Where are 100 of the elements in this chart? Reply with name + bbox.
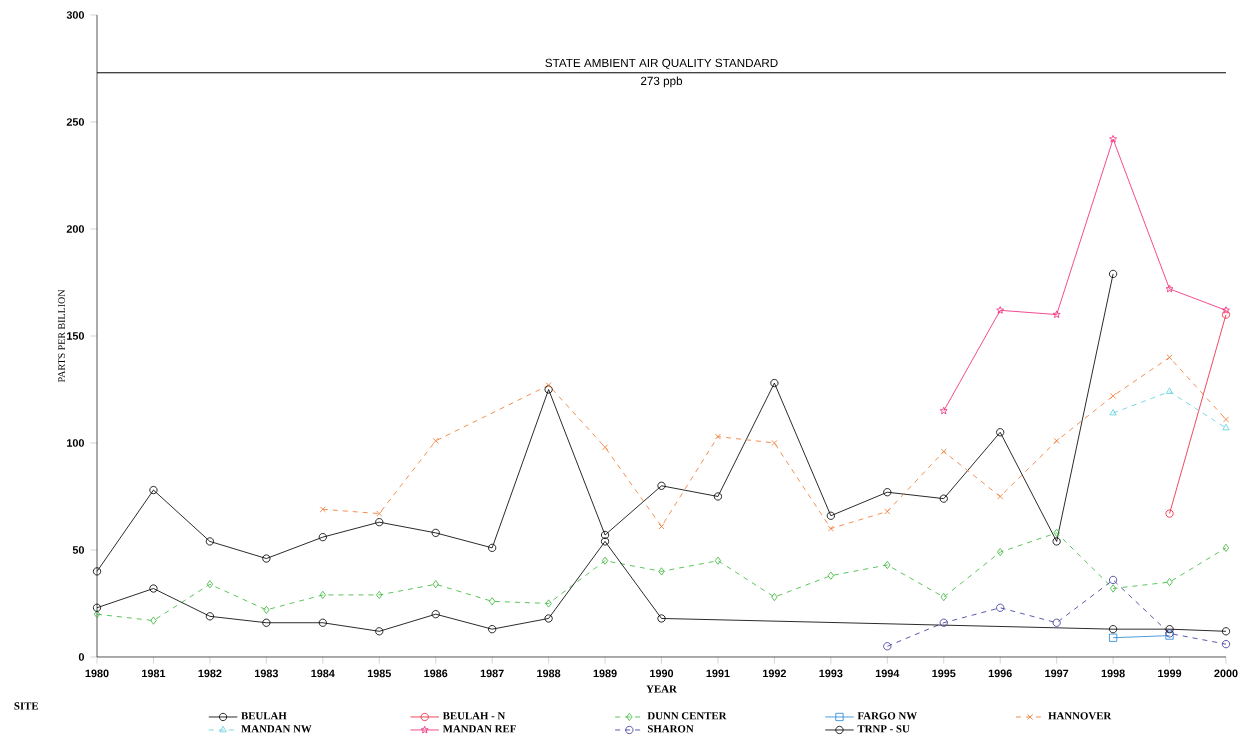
legend-title: SITE (14, 702, 39, 710)
x-tick-label: 1987 (480, 669, 504, 678)
point (318, 533, 327, 542)
point (601, 556, 609, 565)
point (92, 567, 102, 576)
legend-label: SHARON (647, 725, 694, 733)
point (1166, 578, 1173, 587)
point (883, 488, 892, 497)
point (545, 382, 552, 389)
x-tick-label: 1997 (1045, 669, 1069, 678)
x-tick-label: 1985 (367, 669, 391, 678)
point (318, 618, 327, 627)
point (1052, 618, 1061, 627)
point (263, 605, 270, 614)
x-tick-label: 1992 (763, 669, 787, 678)
point (657, 481, 666, 490)
x-tick-label: 1995 (932, 669, 956, 678)
point (771, 439, 778, 446)
y-axis-title: PARTS PER BILLION (58, 289, 65, 383)
point (770, 378, 779, 388)
point (827, 525, 834, 532)
point (93, 610, 101, 619)
x-tick-label: 1991 (706, 669, 730, 678)
point (319, 506, 326, 513)
point (375, 518, 384, 527)
legend-label: MANDAN REF (442, 725, 516, 733)
legend-label: TRNP - SU (857, 725, 910, 733)
point (884, 508, 891, 515)
x-axis-title: YEAR (646, 685, 677, 693)
annotation: 273 ppb (640, 76, 683, 88)
point (1221, 310, 1231, 319)
point (150, 616, 157, 625)
x-tick-label: 1996 (988, 669, 1012, 678)
point (1222, 306, 1230, 314)
y-tick-label: 250 (66, 118, 84, 126)
point (997, 548, 1004, 557)
legend-label: HANNOVER (1048, 712, 1112, 720)
x-tick-label: 1983 (254, 669, 278, 678)
x-tick-label: 1998 (1101, 669, 1125, 678)
point (826, 511, 835, 520)
point (883, 642, 892, 651)
point (714, 556, 722, 565)
point (939, 494, 948, 503)
y-tick-label: 50 (72, 546, 84, 554)
x-tick-label: 1981 (142, 669, 166, 678)
point (488, 597, 496, 606)
legend-label: DUNN CENTER (647, 712, 727, 720)
legend-label: FARGO NW (857, 712, 917, 720)
point (996, 603, 1005, 612)
legend-label: BEULAH (241, 712, 287, 720)
point (1109, 575, 1118, 585)
point (488, 543, 497, 552)
point (1053, 437, 1060, 444)
point (205, 537, 214, 546)
point (1165, 387, 1174, 394)
ref-line-label: STATE AMBIENT AIR QUALITY STANDARD (545, 58, 778, 70)
point (1052, 310, 1061, 318)
point (1109, 408, 1117, 416)
point (1222, 543, 1230, 552)
point (544, 614, 553, 623)
x-tick-label: 1984 (311, 669, 335, 678)
point (545, 599, 552, 608)
point (432, 580, 439, 589)
point (205, 612, 214, 621)
point (149, 485, 158, 495)
point (600, 537, 610, 546)
point (319, 590, 326, 600)
point (602, 444, 609, 451)
x-tick-label: 1999 (1158, 669, 1182, 678)
x-tick-label: 1989 (593, 669, 617, 678)
point (939, 406, 948, 415)
point (432, 437, 439, 444)
point (1109, 269, 1118, 279)
point (1052, 537, 1061, 546)
point (658, 567, 665, 576)
point (940, 448, 947, 455)
legend-label: BEULAH - N (442, 712, 506, 720)
point (771, 592, 778, 602)
point (1221, 640, 1231, 649)
point (1222, 416, 1230, 423)
point (488, 625, 497, 634)
point (431, 528, 440, 537)
point (996, 428, 1005, 437)
x-tick-label: 1988 (537, 669, 561, 678)
x-tick-label: 1982 (198, 669, 222, 678)
x-tick-label: 1990 (650, 669, 674, 678)
point (375, 627, 384, 636)
point (939, 618, 948, 627)
point (376, 590, 383, 600)
point (827, 571, 835, 580)
point (600, 530, 610, 540)
point (714, 433, 721, 440)
point (1110, 392, 1117, 399)
point (1221, 627, 1231, 636)
x-tick-label: 1980 (85, 669, 109, 678)
point (149, 584, 158, 593)
y-tick-label: 150 (67, 332, 84, 340)
y-tick-label: 0 (78, 653, 85, 661)
x-tick-label: 2000 (1214, 669, 1238, 678)
point (1165, 284, 1174, 293)
